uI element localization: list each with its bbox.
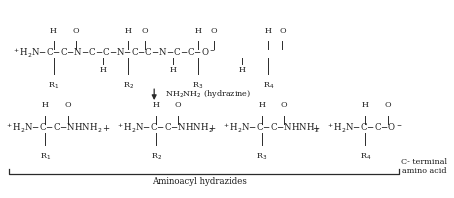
Text: C- terminal
amino acid: C- terminal amino acid xyxy=(401,158,447,175)
Text: R$_1$: R$_1$ xyxy=(48,81,59,91)
Text: R$_4$: R$_4$ xyxy=(360,151,371,162)
Text: H: H xyxy=(265,27,272,35)
Text: $^+$H$_2$N$-$C$-$C$-$NHNH$_2$: $^+$H$_2$N$-$C$-$C$-$NHNH$_2$ xyxy=(222,122,319,135)
Text: H: H xyxy=(99,66,106,74)
Text: H: H xyxy=(125,27,132,35)
Text: H: H xyxy=(259,101,266,109)
Text: H: H xyxy=(50,27,57,35)
Text: $^+$H$_2$N$-$C$-$C$-$NHNH$_2$: $^+$H$_2$N$-$C$-$C$-$NHNH$_2$ xyxy=(5,122,103,135)
Text: O: O xyxy=(141,27,148,35)
Text: O: O xyxy=(64,101,71,109)
Text: R$_2$: R$_2$ xyxy=(151,151,162,162)
Text: H: H xyxy=(42,101,49,109)
Text: H: H xyxy=(194,27,202,35)
Text: R$_1$: R$_1$ xyxy=(40,151,51,162)
Text: +: + xyxy=(312,124,319,133)
Text: O: O xyxy=(175,101,182,109)
Text: H: H xyxy=(169,66,176,74)
Text: +: + xyxy=(102,124,109,133)
Text: $^+$H$_2$N$-$C$-$C$-$O$^-$: $^+$H$_2$N$-$C$-$C$-$O$^-$ xyxy=(326,122,402,135)
Text: H: H xyxy=(362,101,369,109)
Text: $^+$H$_2$N$-$C$-$C$-$NHNH$_2$: $^+$H$_2$N$-$C$-$C$-$NHNH$_2$ xyxy=(116,122,213,135)
Text: H: H xyxy=(153,101,160,109)
Text: R$_2$: R$_2$ xyxy=(123,81,134,91)
Text: R$_3$: R$_3$ xyxy=(257,151,268,162)
Text: Aminoacyl hydrazides: Aminoacyl hydrazides xyxy=(152,177,247,187)
Text: $^+$H$_2$N$-$C$-$C$-$N$-$C$-$C$-$N$-$C$-$C$-$N$-$C$-$C$-$O$^-$: $^+$H$_2$N$-$C$-$C$-$N$-$C$-$C$-$N$-$C$-… xyxy=(12,47,216,60)
Text: R$_3$: R$_3$ xyxy=(192,81,203,91)
Text: O: O xyxy=(73,27,79,35)
Text: H: H xyxy=(238,66,245,74)
Text: O: O xyxy=(211,27,217,35)
Text: R$_4$: R$_4$ xyxy=(263,81,274,91)
Text: O: O xyxy=(279,27,286,35)
Text: O: O xyxy=(384,101,391,109)
Text: NH$_2$NH$_2$ (hydrazine): NH$_2$NH$_2$ (hydrazine) xyxy=(165,89,252,100)
Text: O: O xyxy=(281,101,287,109)
Text: +: + xyxy=(208,124,215,133)
